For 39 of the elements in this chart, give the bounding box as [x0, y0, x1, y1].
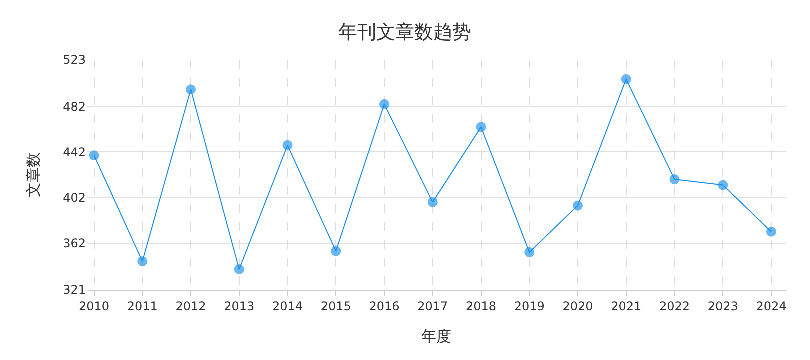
point [621, 74, 632, 84]
x-tick-label: 2022 [659, 299, 690, 314]
point [766, 226, 776, 237]
point [524, 247, 535, 258]
y-tick-label: 321 [63, 283, 86, 298]
x-tick-label: 2019 [514, 299, 545, 314]
x-tick-label: 2017 [418, 299, 448, 314]
x-tick-label: 2021 [611, 299, 642, 314]
x-tick-label: 2015 [320, 299, 352, 314]
x-tick-label: 2023 [708, 299, 738, 314]
chart-title: 年刊文章数趋势 [338, 22, 472, 44]
point [282, 140, 293, 150]
point [428, 197, 438, 208]
y-tick-label: 362 [63, 236, 86, 251]
point [234, 264, 244, 274]
y-tick-label: 442 [63, 145, 86, 160]
y-axis-title: 文章数 [24, 152, 42, 198]
x-tick-label: 2018 [466, 299, 497, 314]
x-tick-label: 2024 [756, 299, 787, 314]
x-tick-label: 2013 [224, 299, 255, 314]
x-tick-label: 2020 [562, 299, 594, 314]
point [186, 84, 196, 95]
point [380, 99, 390, 110]
point [476, 122, 486, 132]
y-tick-label: 482 [63, 100, 86, 114]
x-axis-title: 年度 [422, 327, 452, 346]
point [138, 256, 148, 267]
point [718, 180, 728, 190]
point [670, 174, 680, 185]
x-tick-label: 2012 [176, 299, 206, 314]
x-tick-label: 2016 [369, 299, 400, 314]
x-tick-label: 2014 [272, 299, 304, 314]
point [572, 200, 583, 211]
x-tick-label: 2010 [78, 299, 110, 314]
x-tick-label: 2011 [127, 299, 158, 314]
point [89, 150, 100, 161]
y-tick-label: 402 [63, 190, 86, 205]
y-tick-label: 523 [63, 53, 86, 68]
point [331, 246, 342, 256]
